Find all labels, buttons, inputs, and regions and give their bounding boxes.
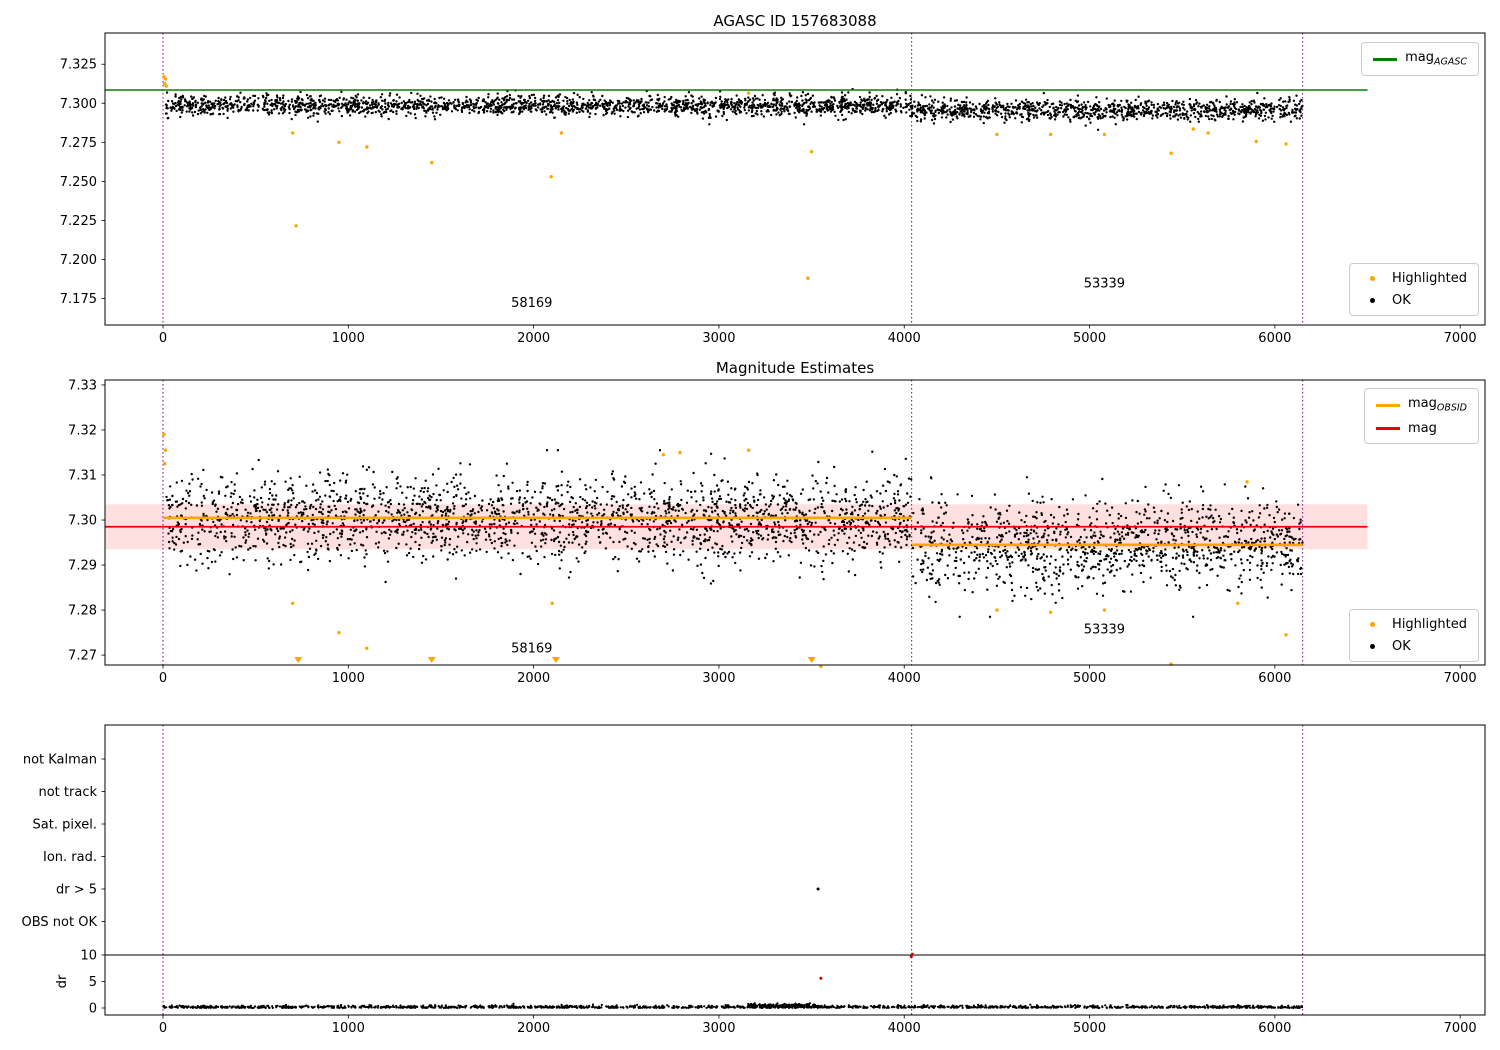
dr-points	[162, 1002, 1304, 1009]
chart1-title: AGASC ID 157683088	[713, 12, 877, 30]
x-tick-label: 6000	[1258, 1021, 1291, 1036]
y-tick-label: 7.175	[60, 292, 97, 307]
flag-label: Sat. pixel.	[33, 818, 97, 833]
x-tick-label: 5000	[1073, 331, 1106, 346]
flags-dr-plot: not Kalman not track Sat. pixel. Ion. rad. d…	[22, 724, 1486, 1036]
x-tick-label: 1000	[332, 331, 365, 346]
y-tick-label: 7.200	[60, 253, 97, 268]
y-tick-label: 7.325	[60, 58, 97, 73]
legend-item-label: Highlighted	[1392, 617, 1467, 632]
legend-item-mag-obsid: magOBSID	[1375, 396, 1467, 414]
legend-item-label: OK	[1392, 639, 1411, 654]
x-tick-label: 4000	[888, 331, 921, 346]
obsid-annotation: 58169	[511, 641, 552, 656]
axes-spine	[104, 724, 1486, 1016]
obsid-annotation: 58169	[511, 296, 552, 311]
legend-line-icon	[1373, 57, 1398, 61]
x-tick-label: 7000	[1444, 1021, 1477, 1036]
y-tick-label: 7.31	[68, 469, 97, 484]
x-tick-label: 6000	[1258, 671, 1291, 686]
x-tick-label: 0	[159, 331, 167, 346]
magnitude-estimates-legend-2: Highlighted OK	[1349, 609, 1479, 662]
axes-spine	[104, 32, 1486, 326]
legend-item-label: magAGASC	[1405, 50, 1467, 68]
legend-item-label: OK	[1392, 293, 1411, 308]
dr-axis-label: dr	[55, 974, 70, 988]
legend-item-highlighted: Highlighted	[1361, 618, 1467, 631]
highlighted-points	[162, 432, 1288, 669]
x-tick-label: 3000	[702, 1021, 735, 1036]
y-tick-label: 7.225	[60, 214, 97, 229]
y-tick-label: 7.28	[68, 604, 97, 619]
flag-label: not track	[38, 785, 97, 800]
x-tick-label: 2000	[517, 1021, 550, 1036]
axes-spine	[104, 379, 1486, 666]
y-tick-label: 7.32	[68, 423, 97, 438]
agasc-legend-2: Highlighted OK	[1349, 263, 1479, 316]
x-tick-label: 4000	[888, 1021, 921, 1036]
y-tick-label: 7.27	[68, 649, 97, 664]
legend-line-icon	[1375, 403, 1400, 407]
x-tick-label: 3000	[702, 331, 735, 346]
legend-dot-icon	[1370, 644, 1376, 649]
legend-item-highlighted: Highlighted	[1361, 272, 1467, 285]
x-tick-label: 2000	[517, 331, 550, 346]
x-tick-label: 3000	[702, 671, 735, 686]
agasc-plot: 58169 53339 0 1000 2000 3000 4000 5000 6000 7000 7…	[60, 32, 1486, 346]
legend-line-icon	[1375, 427, 1400, 431]
ok-points	[164, 87, 1304, 131]
obsid-annotation: 53339	[1084, 277, 1125, 292]
legend-item-ok: OK	[1361, 640, 1467, 653]
magnitude-estimates-legend-1: magOBSID mag	[1363, 388, 1479, 445]
legend-item-mag: mag	[1375, 421, 1467, 437]
y-tick-label: 7.33	[68, 378, 97, 393]
chart2-title: Magnitude Estimates	[715, 359, 875, 377]
legend-item-label: Highlighted	[1392, 271, 1467, 286]
x-tick-label: 0	[159, 671, 167, 686]
flag-label: Ion. rad.	[43, 850, 97, 865]
x-tick-label: 5000	[1073, 671, 1106, 686]
x-tick-label: 2000	[517, 671, 550, 686]
dr-points	[746, 1002, 817, 1009]
ok-cluster	[164, 87, 913, 126]
ok-cluster	[910, 91, 1304, 131]
legend-item-label: magOBSID	[1407, 396, 1467, 414]
dr-tick-label: 5	[89, 975, 97, 990]
dr-tick-label: 0	[89, 1002, 97, 1017]
legend-item-ok: OK	[1361, 294, 1467, 307]
x-tick-label: 5000	[1073, 1021, 1106, 1036]
x-tick-label: 7000	[1444, 331, 1477, 346]
legend-item-mag-agasc: magAGASC	[1373, 51, 1467, 67]
x-tick-label: 7000	[1444, 671, 1477, 686]
flag-label: not Kalman	[23, 753, 97, 768]
dr-tick-label: 10	[80, 949, 97, 964]
highlighted-points	[162, 75, 1288, 280]
x-tick-label: 1000	[332, 1021, 365, 1036]
obsid-annotation: 53339	[1084, 622, 1125, 637]
x-tick-label: 0	[159, 1021, 167, 1036]
y-tick-label: 7.30	[68, 514, 97, 529]
flag-label: dr > 5	[56, 883, 97, 898]
agasc-legend-1: magAGASC	[1361, 42, 1479, 77]
y-tick-label: 7.300	[60, 97, 97, 112]
magnitude-estimates-plot: 58169 53339 0 1000 2000 3000 4000 5000 6000 7000 7…	[68, 378, 1486, 686]
y-tick-label: 7.250	[60, 175, 97, 190]
legend-dot-icon	[1370, 276, 1376, 281]
legend-dot-icon	[1370, 298, 1376, 303]
clipped-low-markers	[294, 657, 816, 663]
y-tick-label: 7.29	[68, 559, 97, 574]
legend-dot-icon	[1370, 622, 1376, 627]
x-tick-label: 6000	[1258, 331, 1291, 346]
legend-item-label: mag	[1407, 421, 1437, 437]
x-tick-label: 4000	[888, 671, 921, 686]
y-tick-label: 7.275	[60, 136, 97, 151]
x-tick-label: 1000	[332, 671, 365, 686]
flag-label: OBS not OK	[22, 915, 98, 930]
